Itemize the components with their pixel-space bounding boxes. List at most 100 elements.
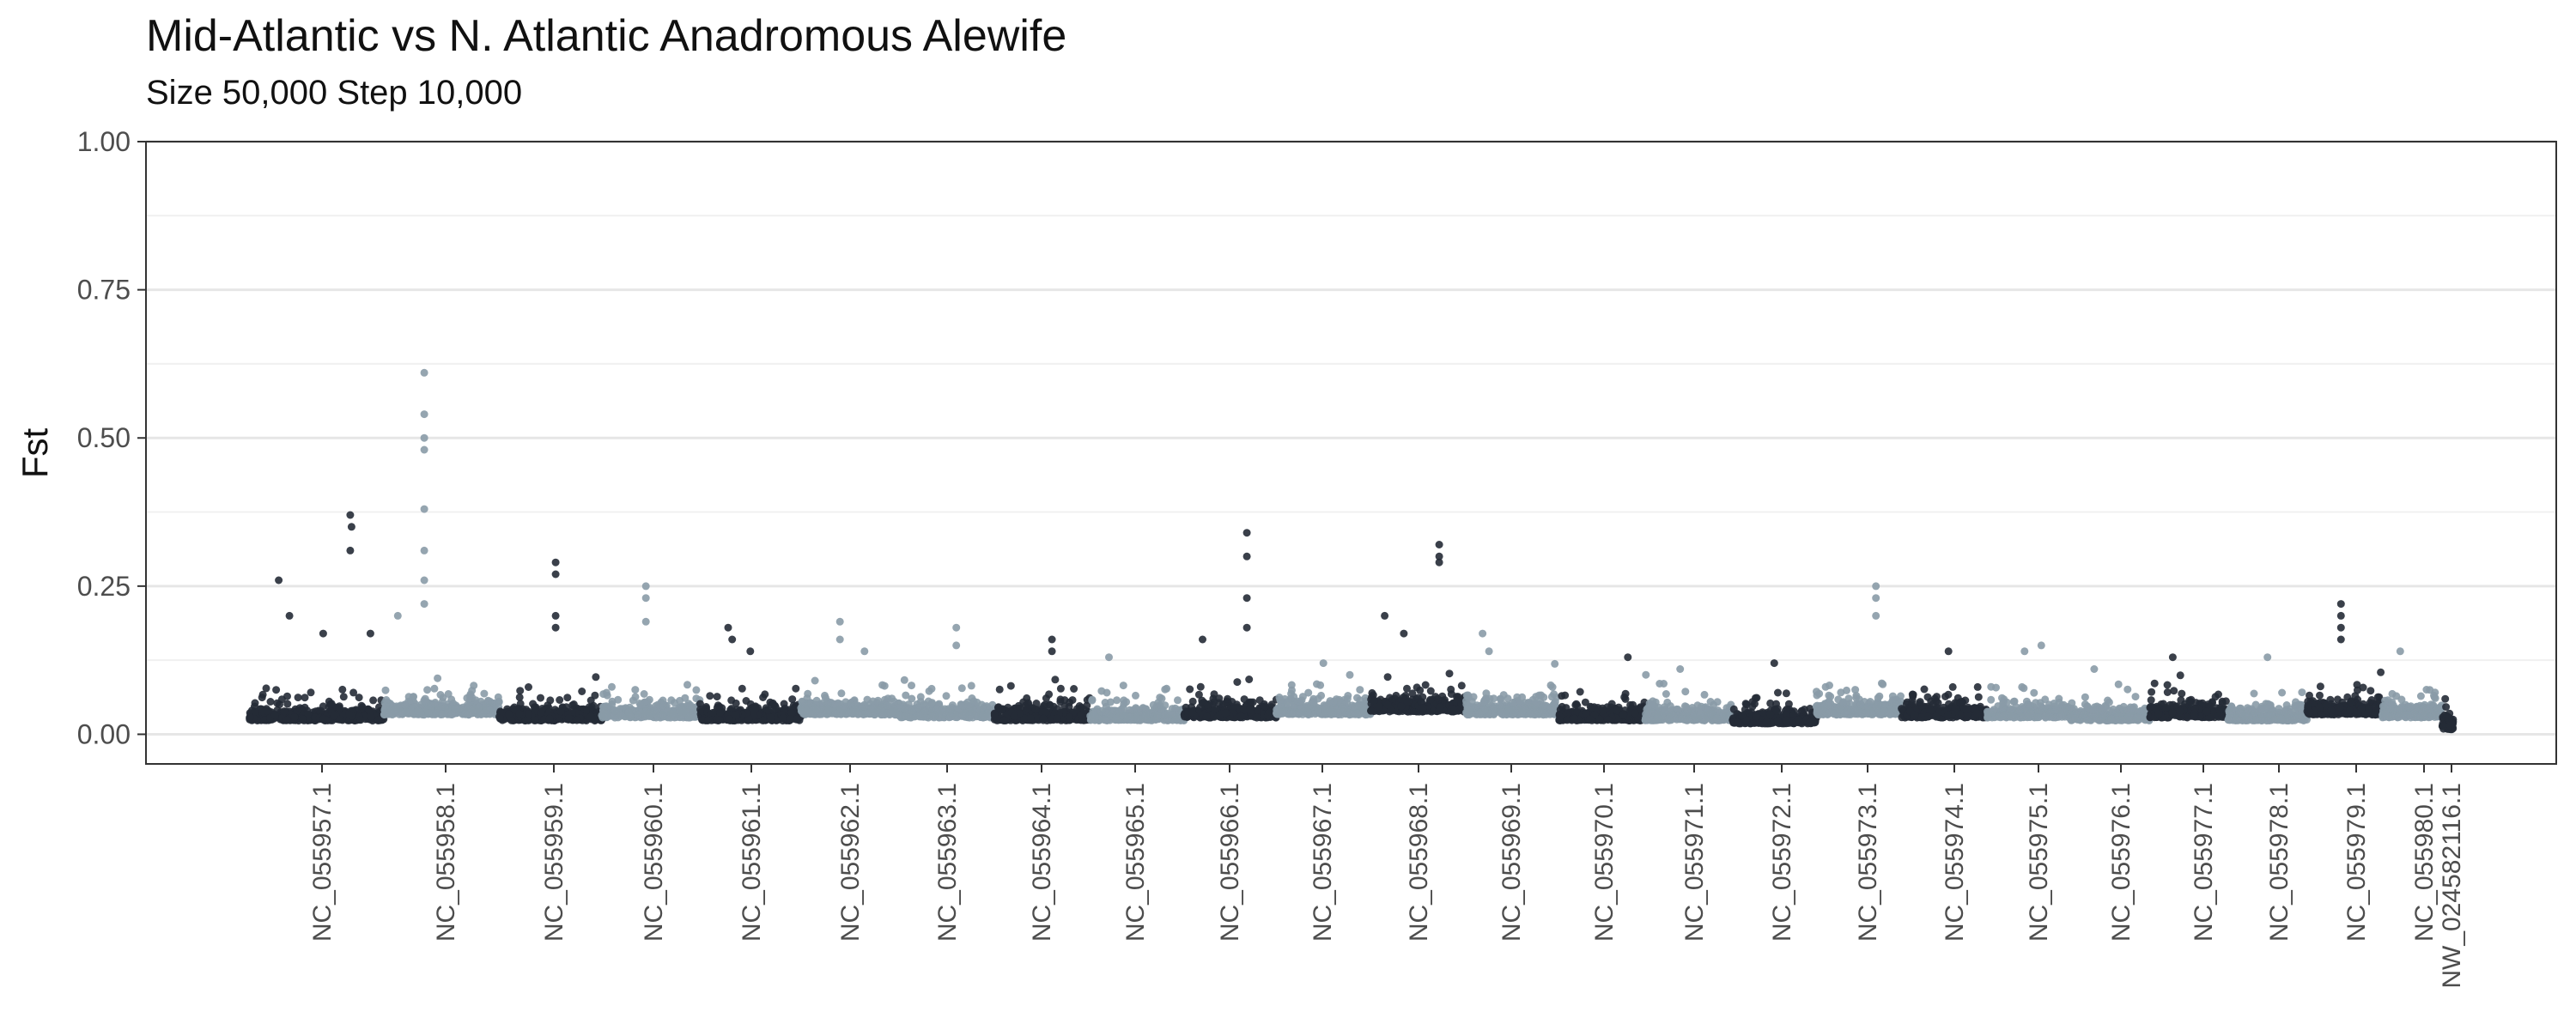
fst-point [1053,714,1061,723]
fst-point [1375,702,1383,711]
fst-point [779,713,787,722]
fst-point [1122,698,1131,706]
fst-point [1353,694,1361,702]
fst-point [515,693,524,701]
fst-point [537,694,544,702]
fst-point [589,701,598,710]
fst-point [434,674,442,682]
fst-outlier-point [420,410,428,419]
fst-point [692,686,701,694]
fst-point [812,705,821,713]
fst-point [283,692,291,700]
fst-outlier-point [1048,647,1056,656]
fst-point [908,682,915,690]
fst-point [1521,704,1529,712]
fst-point [258,694,266,702]
fst-point [1346,670,1354,679]
fst-point [251,699,259,707]
fst-point [1188,697,1197,706]
fst-point [283,700,292,708]
fst-point [538,705,546,712]
fst-point [556,696,564,704]
fst-point [358,703,367,712]
points-layer [246,368,2458,734]
fst-point [505,710,513,718]
fst-point [1039,714,1048,723]
fst-point [788,695,797,704]
fst-point [270,711,279,719]
fst-point [345,710,354,718]
fst-point [381,686,390,694]
fst-point [1212,705,1220,713]
fst-point [299,715,307,724]
fst-point [1119,682,1127,690]
fst-point [873,706,882,714]
fst-outlier-point [420,505,428,513]
fst-point [1141,712,1150,720]
fst-outlier-point [641,582,650,591]
fst-point [319,715,328,723]
fst-point [831,710,840,718]
fst-point [1171,704,1180,712]
fst-point [969,705,977,713]
fst-point [1551,659,1559,668]
chart-title: Mid-Atlantic vs N. Atlantic Anadromous A… [146,11,1067,61]
fst-point [1233,678,1242,687]
fst-point [1359,706,1368,714]
fst-point [725,715,733,724]
fst-outlier-point [420,433,428,442]
fst-point [635,700,644,707]
fst-point [451,705,459,713]
fst-point [902,691,910,700]
fst-outlier-point [1242,529,1251,537]
fst-point [592,673,600,682]
fst-point [556,707,565,716]
fst-point [330,712,338,720]
fst-point [792,684,800,693]
fst-point [365,706,374,714]
fst-point [1403,684,1411,693]
fst-outlier-point [551,570,560,579]
fst-point [290,713,299,721]
fst-point [703,716,712,724]
fst-point [1457,682,1466,690]
fst-point [355,694,363,702]
fst-outlier-point [551,558,560,566]
fst-point [1024,700,1033,709]
fst-point [626,712,635,720]
fst-point [409,693,417,701]
fst-point [1344,692,1352,700]
fst-outlier-point [1435,541,1443,548]
fst-point [1097,687,1106,695]
fst-point [1133,714,1141,722]
fst-point [914,703,922,712]
fst-point [713,693,721,701]
fst-point [1316,681,1325,689]
fst-point [683,681,691,689]
fst-point [1498,710,1506,718]
fst-point [326,700,335,708]
fst-point [608,682,616,691]
fst-outlier-point [728,635,737,644]
fst-point [602,702,611,711]
fst-point [349,688,358,697]
fst-point [650,706,659,715]
fst-point [1383,700,1392,709]
fst-point [750,705,759,713]
fst-point [1479,698,1488,706]
fst-point [335,704,343,712]
fst-point [480,689,489,698]
fst-outlier-point [346,546,355,554]
fst-point [1328,710,1337,718]
fst-point [738,684,746,693]
fst-point [1200,698,1208,706]
fst-point [1031,706,1040,714]
fst-outlier-point [1242,623,1251,632]
fst-point [1202,712,1211,721]
fst-point [1531,701,1540,710]
fst-point [1426,695,1435,704]
fst-point [1132,691,1139,700]
fst-point [916,712,924,720]
fst-point [1550,690,1558,699]
fst-point [824,706,833,714]
